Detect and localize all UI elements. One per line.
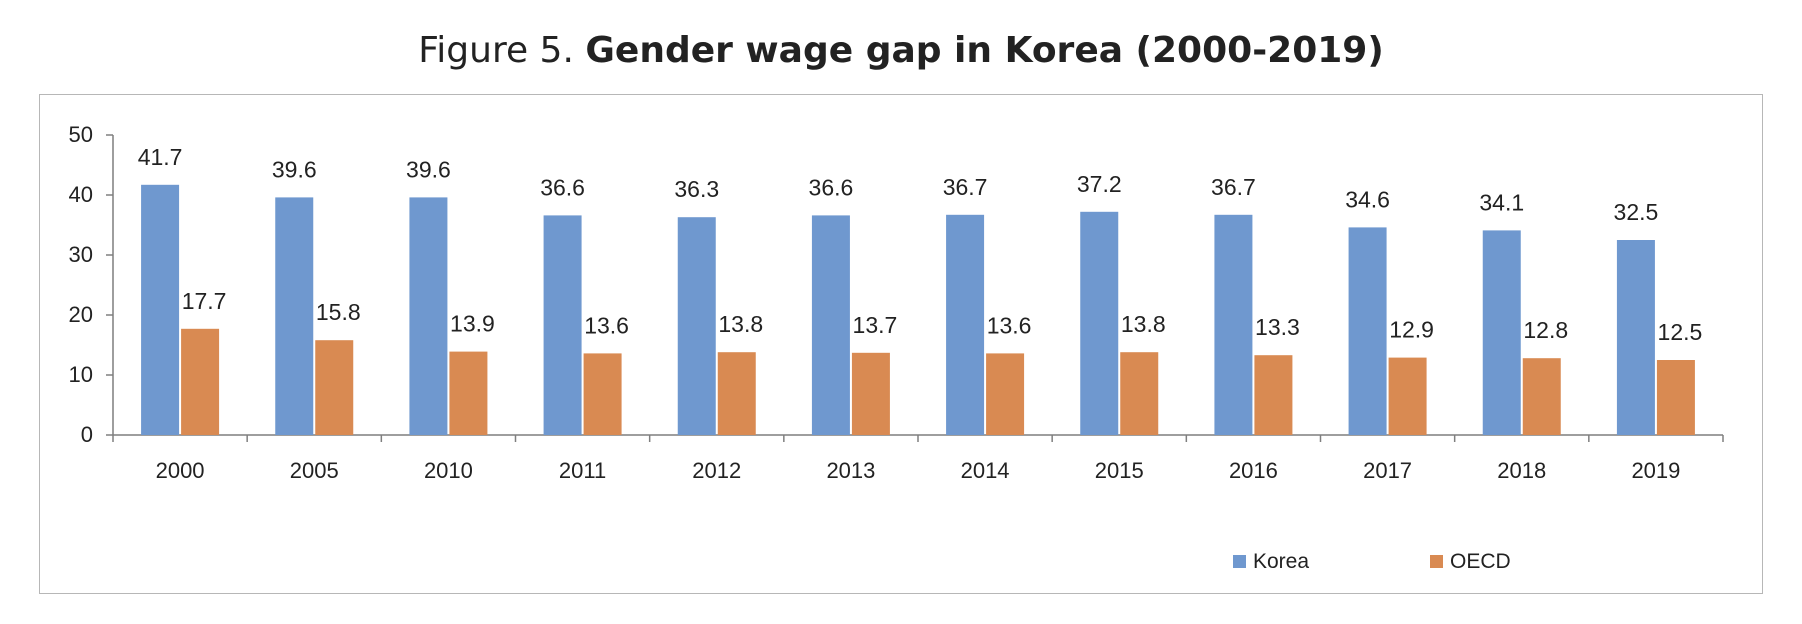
data-label-oecd: 13.6: [987, 312, 1032, 338]
data-label-korea: 34.1: [1479, 189, 1524, 215]
bar-oecd: [1120, 352, 1159, 435]
data-label-oecd: 13.6: [584, 312, 629, 338]
legend-swatch-korea: [1233, 555, 1246, 568]
x-tick-label: 2016: [1229, 458, 1278, 483]
data-label-oecd: 12.5: [1658, 319, 1703, 345]
x-tick-label: 2000: [156, 458, 205, 483]
x-tick-label: 2005: [290, 458, 339, 483]
x-tick-label: 2017: [1363, 458, 1412, 483]
data-label-korea: 37.2: [1077, 171, 1122, 197]
x-tick-label: 2013: [826, 458, 875, 483]
data-label-oecd: 13.3: [1255, 314, 1300, 340]
data-label-korea: 36.6: [540, 174, 585, 200]
x-tick-label: 2012: [692, 458, 741, 483]
bar-korea: [275, 197, 314, 435]
bar-oecd: [717, 352, 756, 435]
y-tick-label: 40: [69, 182, 93, 207]
bar-korea: [409, 197, 448, 435]
bar-korea: [1080, 211, 1119, 435]
data-label-korea: 36.6: [809, 174, 854, 200]
data-label-korea: 36.7: [1211, 174, 1256, 200]
data-label-oecd: 13.9: [450, 311, 495, 337]
data-label-oecd: 15.8: [316, 299, 361, 325]
x-tick-label: 2014: [961, 458, 1010, 483]
chart-frame: [39, 94, 1763, 594]
data-label-oecd: 12.8: [1523, 317, 1568, 343]
data-label-oecd: 13.8: [1121, 311, 1166, 337]
chart-title: Figure 5. Gender wage gap in Korea (2000…: [0, 30, 1802, 71]
y-tick-label: 20: [69, 302, 93, 327]
data-label-korea: 39.6: [406, 156, 451, 182]
bar-korea: [543, 215, 582, 435]
y-tick-label: 10: [69, 362, 93, 387]
legend-label-korea: Korea: [1253, 550, 1309, 573]
bar-oecd: [851, 352, 890, 435]
x-tick-label: 2019: [1631, 458, 1680, 483]
bar-korea: [1482, 230, 1521, 435]
bar-oecd: [1656, 360, 1695, 435]
bar-korea: [1214, 214, 1253, 435]
figure-number: Figure 5.: [418, 30, 574, 71]
data-label-oecd: 13.7: [853, 312, 898, 338]
x-tick-label: 2015: [1095, 458, 1144, 483]
x-tick-label: 2010: [424, 458, 473, 483]
bar-oecd: [1522, 358, 1561, 435]
bar-korea: [946, 214, 985, 435]
bar-oecd: [181, 328, 220, 435]
bar-oecd: [1254, 355, 1293, 435]
bar-oecd: [449, 351, 488, 435]
x-tick-label: 2011: [559, 458, 606, 483]
data-label-korea: 41.7: [138, 144, 183, 170]
data-label-korea: 34.6: [1345, 186, 1390, 212]
data-label-korea: 32.5: [1614, 199, 1659, 225]
bar-korea: [677, 217, 716, 435]
bar-korea: [1348, 227, 1387, 435]
legend-swatch-oecd: [1430, 555, 1443, 568]
x-tick-label: 2018: [1497, 458, 1546, 483]
bar-oecd: [1388, 357, 1427, 435]
data-label-oecd: 12.9: [1389, 317, 1434, 343]
figure-title: Gender wage gap in Korea (2000-2019): [585, 30, 1384, 71]
bar-korea: [141, 184, 180, 435]
bar-korea: [1616, 240, 1655, 435]
y-tick-label: 0: [81, 422, 93, 447]
bar-oecd: [986, 353, 1025, 435]
data-label-korea: 39.6: [272, 156, 317, 182]
data-label-oecd: 13.8: [718, 311, 763, 337]
data-label-korea: 36.3: [674, 176, 719, 202]
y-tick-label: 50: [69, 122, 93, 147]
data-label-oecd: 17.7: [182, 288, 227, 314]
data-label-korea: 36.7: [943, 174, 988, 200]
y-tick-label: 30: [69, 242, 93, 267]
bar-korea: [811, 215, 850, 435]
bar-oecd: [315, 340, 354, 435]
bar-oecd: [583, 353, 622, 435]
legend-label-oecd: OECD: [1450, 550, 1511, 573]
